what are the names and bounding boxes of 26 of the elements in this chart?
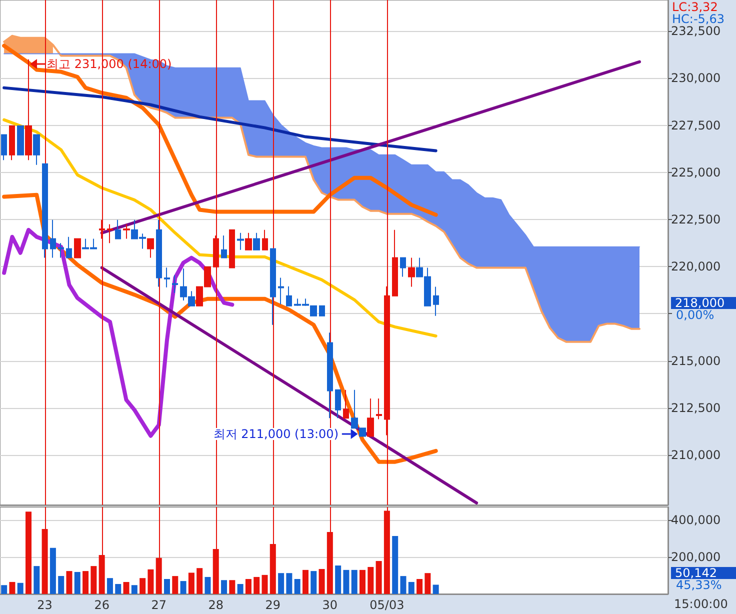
y-tick-label: 212,500 (671, 400, 721, 415)
y-tick-label: 225,000 (671, 165, 721, 180)
text: 15:00:00 (674, 597, 728, 611)
y-tick-label: 232,500 (671, 24, 721, 38)
x-tick-label: 23 (37, 598, 52, 612)
text: 45,33% (676, 578, 722, 592)
y-tick-label: 222,500 (671, 212, 721, 227)
x-tick-label: 28 (208, 598, 224, 612)
x-tick-label: 27 (151, 598, 166, 612)
y-tick-label: 220,000 (671, 260, 721, 274)
y-tick-label: 215,000 (671, 354, 721, 368)
x-tick-label: 05/03 (370, 598, 404, 612)
y-tick-label: 200,000 (671, 550, 721, 564)
x-tick-label: 26 (94, 598, 110, 612)
text: HC:-5,63 (672, 12, 724, 26)
text: 218,000 (671, 296, 736, 310)
y-tick-label: 210,000 (671, 448, 721, 462)
y-tick-label: 227,500 (671, 118, 721, 132)
y-tick-label: 230,000 (671, 71, 721, 86)
x-tick-label: 30 (322, 598, 338, 612)
text: 0,00% (676, 308, 714, 322)
annotation: 최저 211,000 (13:00) (213, 427, 338, 442)
text: 50,142 (671, 566, 736, 580)
x-tick-label: 29 (265, 598, 281, 612)
y-tick-label: 400,000 (671, 512, 721, 527)
text: LC:3,32 (672, 0, 718, 14)
